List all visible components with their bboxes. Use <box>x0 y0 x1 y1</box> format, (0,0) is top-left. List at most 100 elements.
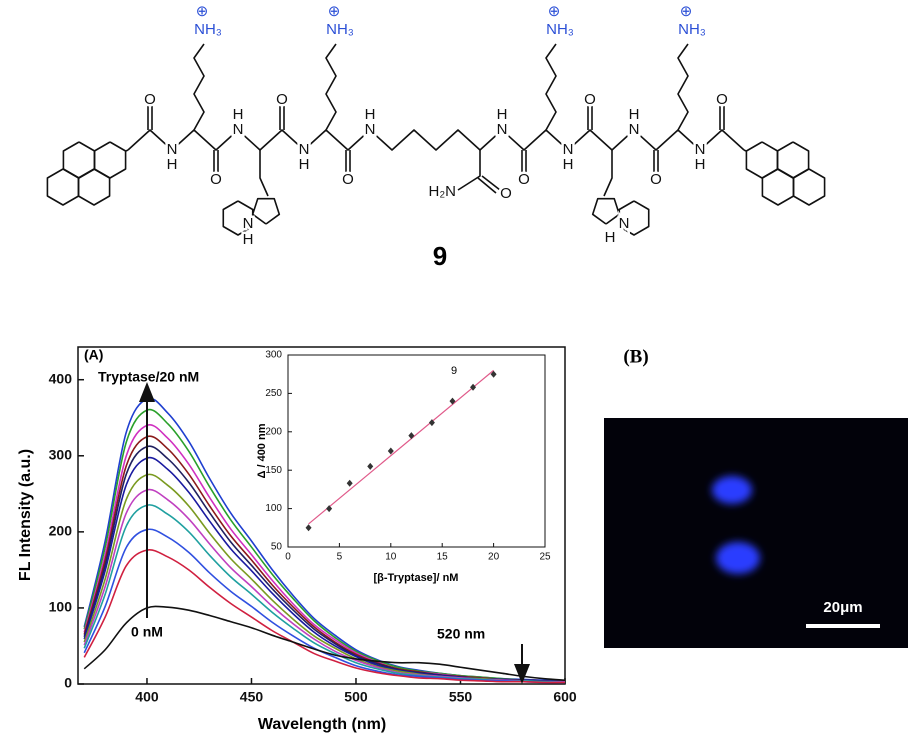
spectrum-line <box>83 473 566 683</box>
ring <box>46 168 80 206</box>
backbone <box>127 129 745 151</box>
charge: ⊕ <box>328 3 341 20</box>
charge: ⊕ <box>548 3 561 20</box>
side-chain <box>259 150 269 197</box>
x-tick-label: 0 <box>285 552 291 563</box>
ring <box>792 168 826 206</box>
y-tick-label: 100 <box>265 503 282 514</box>
ring <box>222 200 254 236</box>
atom-o: O <box>276 91 288 108</box>
ammonium: NH₃ <box>678 21 706 38</box>
data-point <box>305 524 312 532</box>
panel-b: 20μm (B) <box>604 346 908 648</box>
atom-o: O <box>500 185 512 202</box>
inset-chart: 0 5 10 15 20 25 50 100 150 200 250 300 9 [β-Tryptase]… <box>256 350 551 584</box>
y-tick-label: 200 <box>265 426 282 437</box>
atom-o: O <box>210 171 222 188</box>
x-tick-label: 600 <box>553 689 577 705</box>
atom-o: O <box>584 91 596 108</box>
fit-line <box>308 369 494 525</box>
y-tick-label: 150 <box>265 465 282 476</box>
spectrum-line <box>83 605 566 681</box>
atom-h: H <box>605 229 616 246</box>
y-axis-label: Δ / 400 nm <box>256 423 268 478</box>
y-tick-label: 100 <box>49 599 73 615</box>
plot-frame <box>77 346 566 685</box>
atom-n: N <box>243 215 254 232</box>
micrograph <box>604 418 908 648</box>
atom-o: O <box>650 171 662 188</box>
x-tick-label: 25 <box>539 552 551 563</box>
data-point <box>367 462 374 470</box>
ammonium: NH₃ <box>194 21 222 38</box>
ring <box>618 200 650 236</box>
side-chain <box>457 150 481 191</box>
y-tick-label: 250 <box>265 388 282 399</box>
atom-n: N <box>233 121 244 138</box>
atom-o: O <box>342 171 354 188</box>
plot-frame <box>287 354 546 548</box>
data-point <box>326 505 333 513</box>
data-point <box>408 432 415 440</box>
annotation: Tryptase/20 nM <box>98 369 199 385</box>
panel-label: (A) <box>84 347 103 363</box>
x-tick-label: 20 <box>488 552 500 563</box>
atom-n: N <box>497 121 508 138</box>
data-point <box>490 370 497 378</box>
cell-signal <box>712 476 752 504</box>
x-axis-label: Wavelength (nm) <box>258 716 386 733</box>
atom-n: N <box>563 141 574 158</box>
atom-o: O <box>716 91 728 108</box>
data-point <box>449 397 456 405</box>
ring <box>761 168 795 206</box>
bond <box>743 149 747 152</box>
y-tick-label: 0 <box>64 675 72 691</box>
atom-n: N <box>695 141 706 158</box>
ring <box>591 197 621 225</box>
atom-h: H <box>563 156 574 173</box>
data-point <box>470 383 477 391</box>
y-tick-label: 300 <box>49 446 73 462</box>
x-tick-label: 550 <box>449 689 473 705</box>
panel-label: (B) <box>623 346 648 367</box>
x-tick-label: 10 <box>385 552 397 563</box>
side-chain <box>677 43 689 131</box>
y-tick-label: 200 <box>49 523 73 539</box>
annotation: 9 <box>451 365 457 377</box>
charge: ⊕ <box>196 3 209 20</box>
data-point <box>428 419 435 427</box>
atom-o: O <box>144 91 156 108</box>
x-tick-label: 15 <box>437 552 449 563</box>
side-chain <box>193 43 205 131</box>
atom-h: H <box>233 106 244 123</box>
atom-n: N <box>299 141 310 158</box>
data-point <box>346 479 353 487</box>
atom-n: N <box>619 215 630 232</box>
charge: ⊕ <box>680 3 693 20</box>
double-bond <box>477 177 497 194</box>
y-axis-label: FL Intensity (a.u.) <box>17 449 34 581</box>
x-axis-label: [β-Tryptase]/ nM <box>374 572 459 584</box>
cell-signal <box>716 542 760 574</box>
annotation: 0 nM <box>131 624 163 640</box>
ring <box>77 168 111 206</box>
atom-o: O <box>518 171 530 188</box>
atom-h: H <box>167 156 178 173</box>
atom-n: N <box>629 121 640 138</box>
ammonium: NH₃ <box>546 21 574 38</box>
side-chain <box>603 150 613 197</box>
x-tick-label: 5 <box>337 552 343 563</box>
scale-bar-label: 20μm <box>823 599 862 616</box>
ammonium: NH₃ <box>326 21 354 38</box>
bond <box>125 149 129 152</box>
annotation: 520 nm <box>437 626 485 642</box>
atom-n: N <box>365 121 376 138</box>
atom-h: H <box>629 106 640 123</box>
spectrum-line <box>83 549 566 684</box>
x-tick-label: 500 <box>344 689 368 705</box>
side-chain <box>325 43 337 131</box>
atom-h: H <box>695 156 706 173</box>
